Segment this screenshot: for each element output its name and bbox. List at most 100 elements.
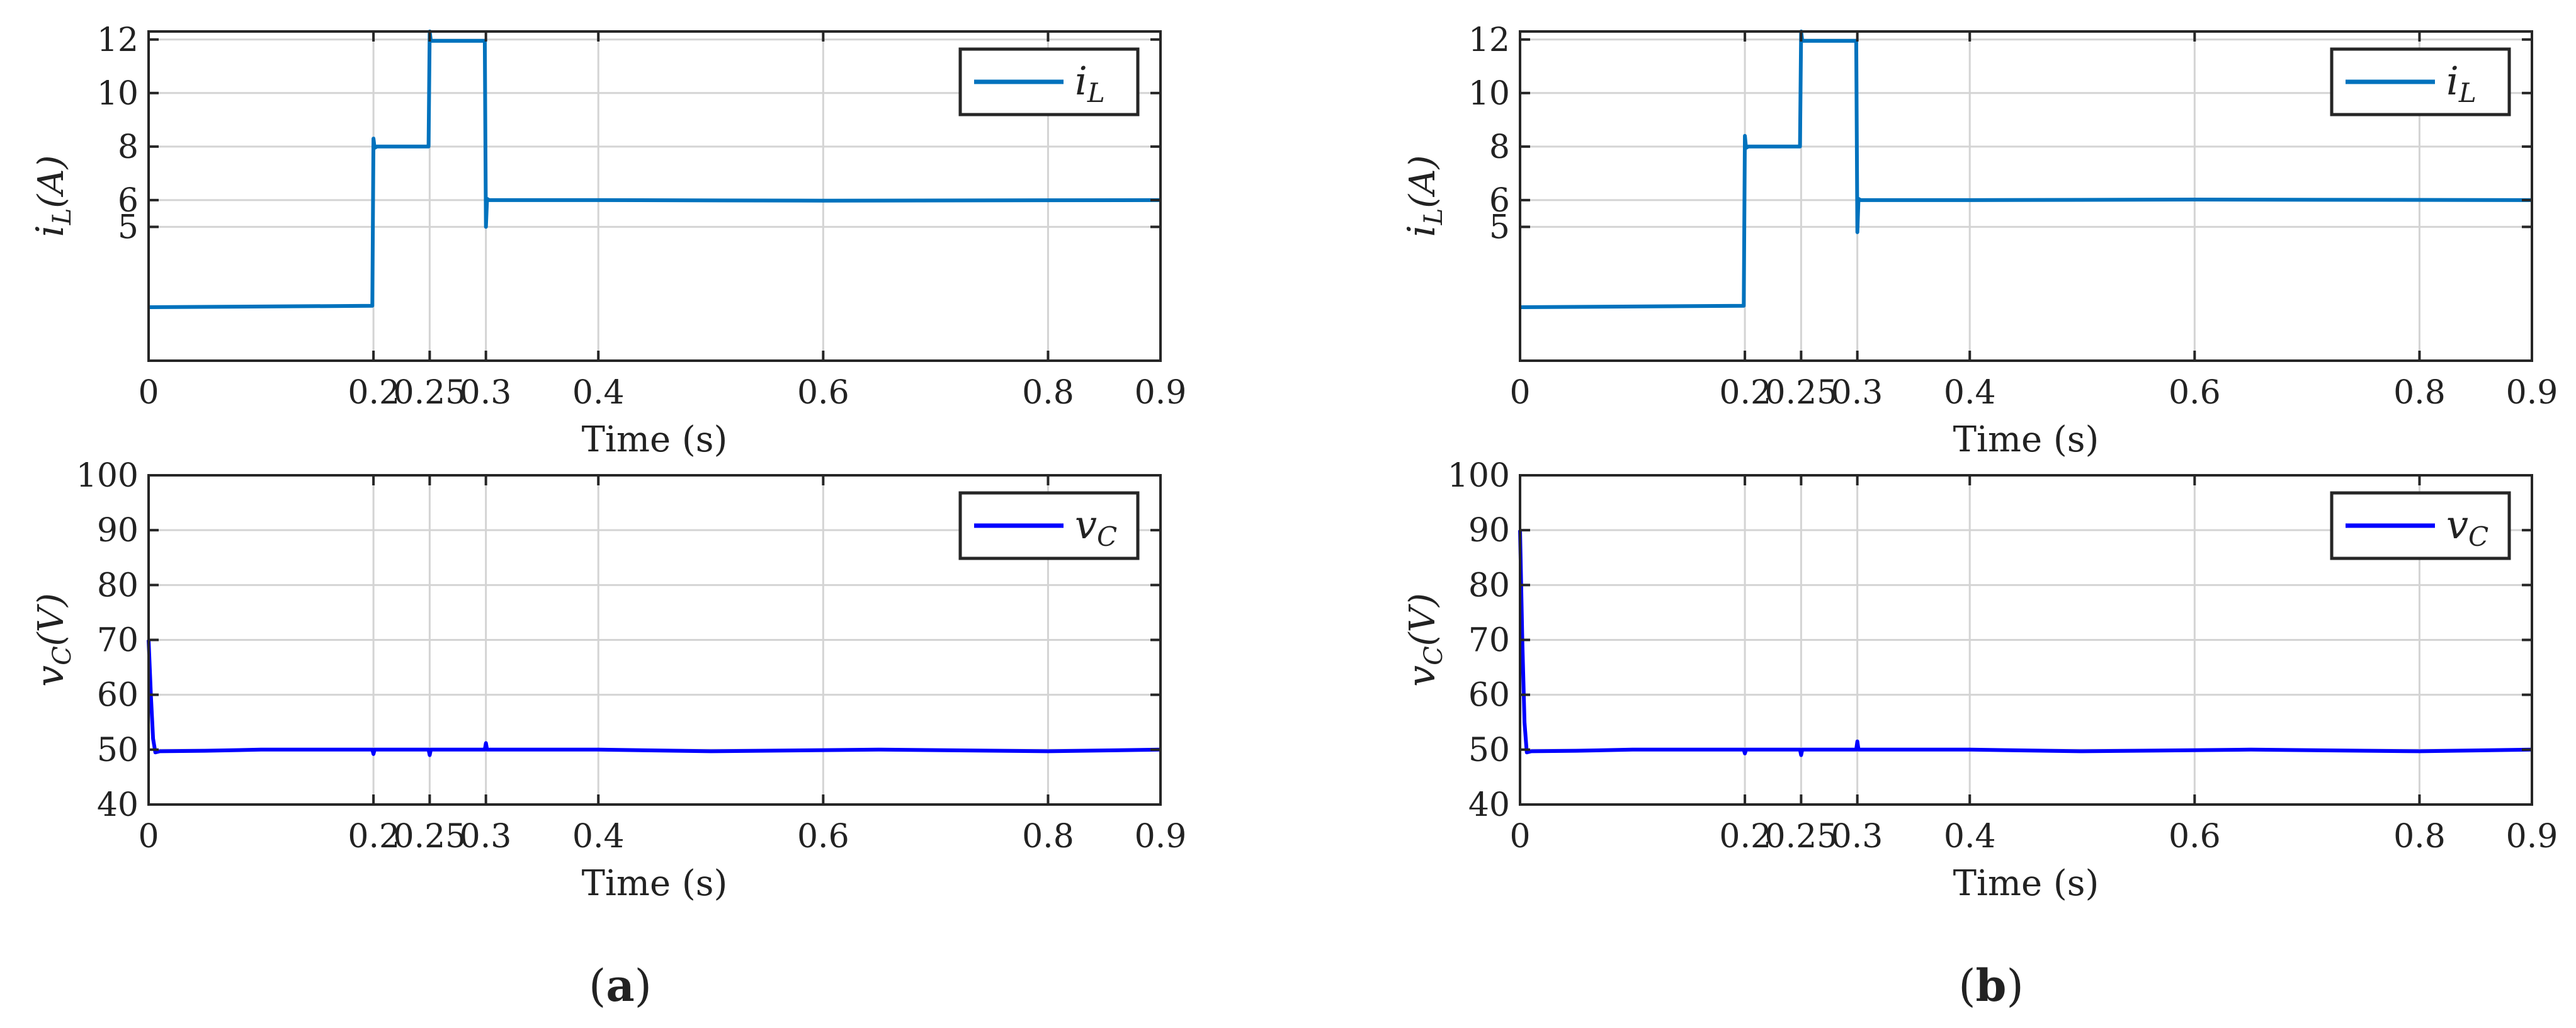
y-axis-label-subscript: C [48, 646, 77, 665]
series-line-vC [147, 640, 1161, 757]
x-tick-label: 0.25 [1764, 374, 1837, 412]
x-tick-label: 0.6 [797, 374, 849, 412]
y-axis-label-symbol: v [1400, 665, 1444, 687]
y-tick-label: 90 [1468, 512, 1510, 550]
legend-label: vC [2446, 502, 2488, 552]
x-axis-label: Time (s) [1953, 863, 2099, 904]
y-axis-label-unit: (V) [31, 593, 72, 646]
y-axis-label-symbol: i [28, 225, 72, 237]
legend-label-subscript: C [2468, 521, 2488, 552]
axes-frame [1519, 30, 2533, 362]
x-tick-label: 0.4 [572, 374, 625, 412]
x-tick-label: 0.25 [393, 374, 466, 412]
x-tick-label: 0.2 [1719, 374, 1771, 412]
y-tick-label: 40 [1468, 786, 1510, 824]
panel-tag: (a) [589, 959, 652, 1012]
y-axis-label-symbol: v [28, 665, 72, 687]
x-tick-label: 0.4 [1944, 818, 1996, 856]
x-tick-label: 0.2 [348, 374, 400, 412]
x-tick-label: 0.9 [2506, 818, 2558, 856]
y-tick-label: 10 [1468, 75, 1510, 113]
x-tick-label: 0.25 [1764, 818, 1837, 856]
legend: vC [958, 491, 1140, 560]
y-tick-label: 5 [1489, 208, 1510, 246]
y-axis-label-subscript: L [1419, 208, 1448, 226]
y-tick-label: 70 [97, 622, 139, 660]
y-tick-label: 5 [118, 208, 139, 246]
y-axis-label-unit: (A) [1402, 155, 1443, 208]
legend-label-symbol: i [2446, 58, 2459, 104]
y-axis-label: vC(V) [28, 593, 77, 687]
legend-label-symbol: v [1075, 502, 1097, 548]
legend-label-symbol: i [1075, 58, 1087, 104]
x-tick-label: 0.6 [797, 818, 849, 856]
panel-tag-close: ) [2006, 960, 2023, 1012]
x-tick-label: 0.3 [460, 818, 512, 856]
axes-frame [147, 30, 1162, 362]
y-tick-label: 80 [97, 567, 139, 604]
legend-label-subscript: L [1087, 77, 1105, 108]
panel-tag-open: ( [1958, 960, 1975, 1012]
chart-capacitor-voltage: 0 0.20.250.3 0.4 0.6 0.8 0.9 40 50 60 70 80 90 100 Ti… [28, 457, 1186, 904]
y-tick-label: 6 [118, 182, 139, 220]
legend-label: iL [1075, 58, 1105, 108]
legend-label-subscript: C [1097, 521, 1117, 552]
panel-tag-open: ( [589, 960, 606, 1012]
y-tick-label: 40 [97, 786, 139, 824]
x-tick-label: 0 [1509, 374, 1530, 412]
x-axis-label: Time (s) [582, 863, 728, 904]
x-tick-label: 0.9 [1135, 818, 1187, 856]
series-line-vC [1518, 530, 2533, 757]
panel-tag-close: ) [635, 960, 652, 1012]
x-tick-label: 0.3 [1831, 374, 1883, 412]
x-tick-label: 0 [138, 374, 159, 412]
panel-tag-letter: a [606, 959, 634, 1012]
y-tick-label: 12 [97, 21, 139, 59]
x-tick-label: 0.2 [348, 818, 400, 856]
x-tick-label: 0.3 [460, 374, 512, 412]
y-axis-label-subscript: C [1419, 646, 1448, 665]
panel-tag: (b) [1958, 959, 2024, 1012]
panel-tag-letter: b [1976, 959, 2007, 1012]
legend-label-subscript: L [2458, 77, 2477, 108]
x-tick-label: 0.6 [2169, 818, 2221, 856]
y-axis-label-symbol: i [1400, 225, 1444, 237]
x-tick-label: 0.6 [2169, 374, 2221, 412]
y-tick-label: 80 [1468, 567, 1510, 604]
y-tick-label: 12 [1468, 21, 1510, 59]
legend-label-symbol: v [2446, 502, 2468, 548]
y-tick-label: 60 [97, 677, 139, 715]
legend: vC [2330, 491, 2511, 560]
legend: iL [958, 47, 1140, 116]
x-tick-label: 0 [1509, 818, 1530, 856]
y-tick-label: 6 [1489, 182, 1510, 220]
y-tick-label: 90 [97, 512, 139, 550]
x-axis-label: Time (s) [582, 419, 728, 460]
y-axis-label-unit: (A) [31, 155, 72, 208]
x-tick-label: 0.8 [1022, 374, 1074, 412]
x-tick-label: 0.4 [1944, 374, 1996, 412]
x-tick-label: 0.8 [2393, 818, 2446, 856]
x-tick-label: 0.3 [1831, 818, 1883, 856]
y-axis-label: iL(A) [1400, 155, 1448, 237]
x-tick-label: 0.2 [1719, 818, 1771, 856]
x-tick-label: 0.25 [393, 818, 466, 856]
legend-label: iL [2446, 58, 2477, 108]
y-axis-label: vC(V) [1400, 593, 1448, 687]
x-axis-label: Time (s) [1953, 419, 2099, 460]
legend: iL [2330, 47, 2511, 116]
x-tick-label: 0.4 [572, 818, 625, 856]
x-tick-label: 0 [138, 818, 159, 856]
y-tick-label: 100 [1448, 457, 1510, 495]
chart-capacitor-voltage: 0 0.20.250.3 0.4 0.6 0.8 0.9 40 50 60 70 80 90 100 Ti… [1400, 457, 2558, 904]
x-tick-label: 0.8 [1022, 818, 1074, 856]
y-axis-label: iL(A) [28, 155, 77, 237]
y-tick-label: 50 [1468, 731, 1510, 769]
x-tick-label: 0.9 [1135, 374, 1187, 412]
y-tick-label: 50 [97, 731, 139, 769]
